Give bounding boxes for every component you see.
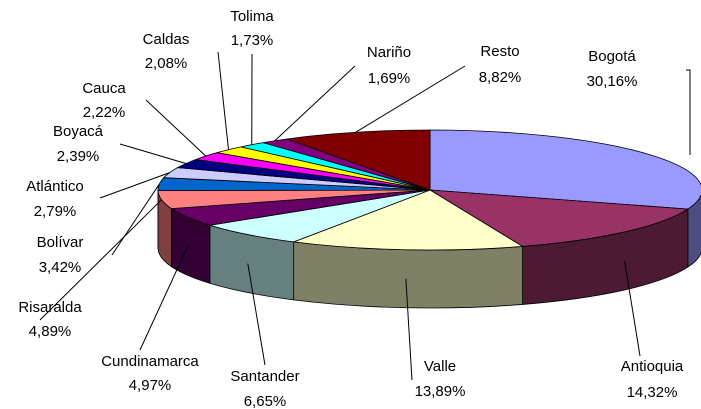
leader-line	[39, 199, 162, 321]
slice	[429, 129, 701, 210]
slice-label: Santander	[230, 368, 299, 385]
leader-line	[139, 246, 189, 351]
leader-line	[274, 65, 356, 142]
slice-value: 30,16%	[587, 73, 638, 90]
leader-line	[99, 172, 170, 199]
slice-value: 2,08%	[145, 55, 188, 72]
slice-value: 3,42%	[39, 259, 82, 276]
slice-label: Nariño	[367, 44, 411, 61]
slice-label: Valle	[424, 358, 456, 375]
leader-line	[119, 143, 187, 165]
slice-label: Risaralda	[18, 299, 82, 316]
slice-label: Antioquia	[621, 358, 684, 375]
slice-value: 6,65%	[244, 393, 287, 409]
slice-label: Cauca	[82, 80, 126, 97]
slice-label: Tolima	[230, 8, 274, 25]
slice-value: 1,69%	[368, 70, 411, 87]
slice	[293, 189, 524, 251]
leader-line	[247, 263, 266, 366]
slice-value: 13,89%	[415, 383, 466, 400]
slice	[209, 189, 431, 243]
slice-value: 2,22%	[83, 104, 126, 121]
slice-value: 2,39%	[57, 148, 100, 165]
slice-value: 8,82%	[479, 69, 522, 86]
leader-line	[405, 278, 413, 381]
slice-label: Bolívar	[37, 234, 84, 251]
slice-value: 14,32%	[627, 384, 678, 401]
slice-side	[293, 241, 524, 309]
slice-label: Boyacá	[53, 123, 104, 140]
slice	[429, 189, 690, 247]
slice-value: 2,79%	[34, 203, 77, 220]
slice-label: Resto	[480, 43, 519, 60]
slice-label: Atlántico	[26, 178, 84, 195]
slice-value: 4,97%	[129, 377, 172, 394]
slice-value: 4,89%	[29, 323, 72, 340]
leader-line	[145, 99, 207, 157]
leader-line	[217, 51, 230, 150]
slice-label: Caldas	[143, 31, 190, 48]
leader-line	[624, 260, 641, 357]
leader-line	[686, 69, 691, 155]
leader-line	[111, 183, 160, 256]
slice-label: Bogotá	[588, 48, 636, 65]
leader-line	[355, 65, 466, 133]
slice-label: Cundinamarca	[101, 353, 199, 370]
slice-value: 1,73%	[231, 32, 274, 49]
